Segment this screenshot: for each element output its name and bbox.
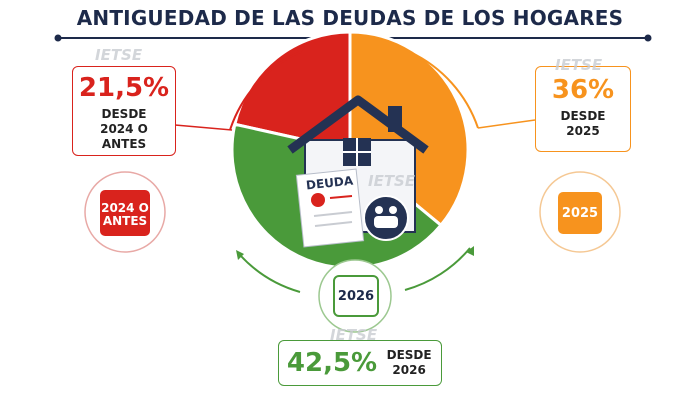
document-label: DEUDA [305, 174, 354, 193]
chart-title: ANTIGUEDAD DE LAS DEUDAS DE LOS HOGARES [76, 6, 624, 30]
watermark: IETSE [330, 326, 378, 344]
rule-dot [644, 34, 652, 42]
caption: DESDE 2024 O ANTES [100, 107, 148, 151]
value-label: 42,5% [286, 348, 378, 378]
arrow-head [296, 46, 306, 54]
caption: DESDE 2025 [560, 109, 606, 138]
connector [174, 124, 233, 131]
watermark: IETSE [368, 172, 416, 190]
document [295, 168, 365, 248]
family-member [374, 216, 398, 228]
arrow [409, 51, 479, 129]
document-line [314, 221, 353, 227]
calendar-label: 2024 O ANTES [101, 201, 149, 228]
value-label: 21,5% [78, 73, 170, 103]
connector [477, 119, 536, 129]
dollar-icon [311, 193, 325, 207]
calendar-icon [558, 192, 602, 234]
document-line [313, 211, 353, 217]
calendar-label: 2026 [337, 289, 375, 304]
rule-dot [54, 34, 62, 42]
stat-box: 21,5% DESDE 2024 O ANTES [72, 66, 176, 156]
house: DEUDA [287, 95, 429, 248]
arrow [239, 254, 301, 293]
arrow [404, 247, 471, 291]
calendar-label: 2025 [561, 206, 599, 221]
calendar-icon [333, 275, 379, 317]
document-line [329, 195, 353, 199]
watermark: IETSE [555, 56, 603, 74]
pie-slice [348, 30, 470, 228]
chimney [388, 106, 402, 132]
arrow [229, 51, 301, 131]
arrow-head [466, 246, 474, 256]
stat-box: 36% DESDE 2025 [535, 66, 631, 152]
roof [287, 95, 429, 154]
family-member [389, 206, 397, 214]
arrow-head [236, 250, 244, 260]
stat-box: 42,5% DESDE 2026 [278, 340, 442, 386]
calendar-icon [100, 190, 150, 236]
family-member [375, 206, 383, 214]
value-label: 36% [551, 75, 615, 105]
watermark: IETSE [95, 46, 143, 64]
caption: DESDE 2026 [386, 348, 432, 377]
